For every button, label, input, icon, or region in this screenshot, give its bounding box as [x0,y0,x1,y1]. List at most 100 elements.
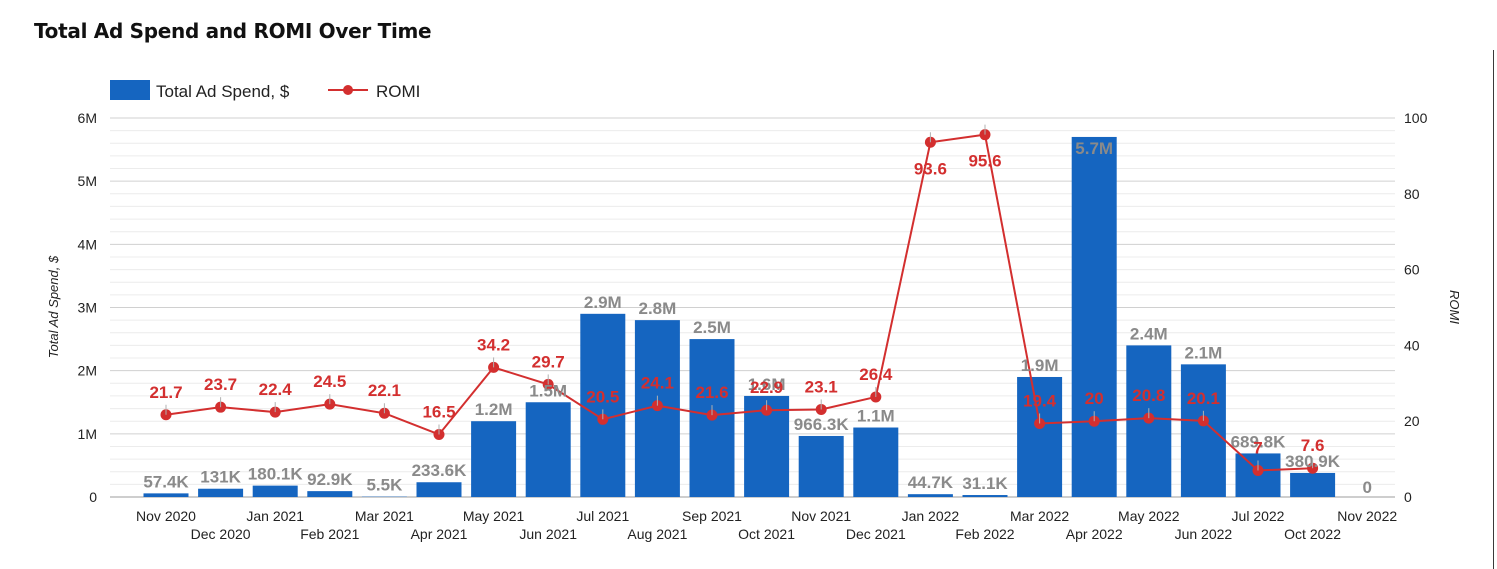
romi-value-label: 95.6 [968,152,1001,171]
romi-value-label: 20 [1085,389,1104,408]
y-axis-title: Total Ad Spend, $ [46,255,61,358]
y-tick-label: 0 [89,489,97,505]
bar-value-label: 966.3K [794,415,850,434]
y2-tick-label: 80 [1404,186,1420,202]
romi-value-label: 29.7 [532,352,565,371]
bar [525,402,571,497]
bar-value-label: 2.8M [639,299,677,318]
bar-value-label: 2.5M [693,318,731,337]
x-tick-label: Nov 2020 [136,508,196,524]
legend-swatch-romi-marker [343,85,353,95]
romi-line [165,133,1313,472]
legend-swatch-ad-spend [110,80,150,100]
chart-title: Total Ad Spend and ROMI Over Time [34,19,432,43]
y2-tick-label: 20 [1404,413,1420,429]
x-tick-label: Nov 2021 [791,508,851,524]
x-tick-label: Feb 2021 [300,526,359,542]
bar-value-label: 180.1K [248,465,304,484]
romi-value-label: 22.4 [259,380,293,399]
y-tick-label: 4M [78,236,97,252]
x-tick-label: Jun 2022 [1175,526,1233,542]
romi-value-label: 7 [1253,438,1262,457]
bar-value-label: 5.7M [1075,139,1113,158]
bar-value-label: 233.6K [412,461,468,480]
x-tick-label: Aug 2021 [627,526,687,542]
x-tick-label: Jul 2021 [576,508,629,524]
bar [307,491,353,497]
romi-line-series [160,129,1319,476]
bar [416,482,462,497]
romi-value-label: 24.1 [641,374,674,393]
data-labels: 57.4K 131K 180.1K 92.9K 5.5K 233.6K 1.2M 1.5M 2.… [143,124,1372,497]
bar [471,421,517,497]
bar-value-label: 31.1K [962,474,1008,493]
y2-axis-title: ROMI [1447,290,1462,324]
romi-value-label: 20.8 [1132,386,1165,405]
romi-value-label: 22.9 [750,378,783,397]
bar [252,485,298,497]
bar-value-label: 0 [1362,478,1371,497]
bar-value-label: 57.4K [143,472,189,491]
bar-value-label: 2.1M [1185,343,1223,362]
bar [853,427,899,497]
legend-label-romi: ROMI [376,82,420,101]
x-tick-label: May 2022 [1118,508,1180,524]
y-tick-label: 2M [78,363,97,379]
y-tick-label: 5M [78,173,97,189]
bar-value-label: 5.5K [366,476,403,495]
bar-value-label: 1.2M [475,400,513,419]
y-tick-label: 6M [78,110,97,126]
axes: 0 1M 2M 3M 4M 5M 6M 0 20 40 60 80 100 Nov 2020 Dec 202… [78,110,1428,542]
bar [1290,472,1336,497]
romi-value-label: 22.1 [368,381,401,400]
bar [1071,136,1117,497]
x-tick-label: Apr 2022 [1066,526,1123,542]
x-tick-label: Mar 2022 [1010,508,1069,524]
romi-value-label: 19.4 [1023,391,1057,410]
bar-series [143,136,1336,497]
x-tick-label: May 2021 [463,508,525,524]
x-tick-label: Sep 2021 [682,508,742,524]
gridlines [110,117,1395,498]
right-edge-divider [1493,50,1494,569]
bar-value-label: 689.8K [1231,432,1287,451]
legend-label-ad-spend: Total Ad Spend, $ [156,82,290,101]
x-tick-label: Dec 2021 [846,526,906,542]
bar-value-label: 44.7K [908,473,954,492]
romi-value-label: 23.7 [204,375,237,394]
romi-value-label: 20.5 [586,387,619,406]
romi-value-label: 23.1 [805,377,838,396]
bar [798,435,844,497]
bar-value-label: 1.1M [857,407,895,426]
bar [907,494,953,497]
bar [143,493,189,497]
x-tick-label: Nov 2022 [1337,508,1397,524]
x-tick-label: Jan 2022 [902,508,960,524]
romi-value-label: 26.4 [859,365,893,384]
bar-value-label: 1.5M [529,381,567,400]
x-tick-label: Feb 2022 [955,526,1014,542]
bar [1017,376,1063,497]
y2-tick-label: 100 [1404,110,1428,126]
bar-value-label: 1.9M [1021,356,1059,375]
romi-value-label: 93.6 [914,159,947,178]
x-tick-label: Jan 2021 [246,508,304,524]
y2-tick-label: 40 [1404,337,1420,353]
y2-tick-label: 60 [1404,262,1420,278]
x-tick-label: Oct 2022 [1284,526,1341,542]
y-tick-label: 1M [78,426,97,442]
romi-value-label: 21.6 [695,383,728,402]
romi-value-label: 24.5 [313,372,346,391]
romi-value-label: 20.1 [1187,389,1220,408]
bar-value-label: 92.9K [307,470,353,489]
romi-value-label: 7.6 [1301,436,1325,455]
bar-value-label: 2.4M [1130,324,1168,343]
bar [1180,364,1226,497]
bar [198,488,244,497]
x-tick-label: Jul 2022 [1232,508,1285,524]
x-tick-label: Jun 2021 [519,526,577,542]
legend[interactable]: Total Ad Spend, $ ROMI [110,80,420,101]
x-tick-label: Dec 2020 [191,526,251,542]
y-tick-label: 3M [78,300,97,316]
